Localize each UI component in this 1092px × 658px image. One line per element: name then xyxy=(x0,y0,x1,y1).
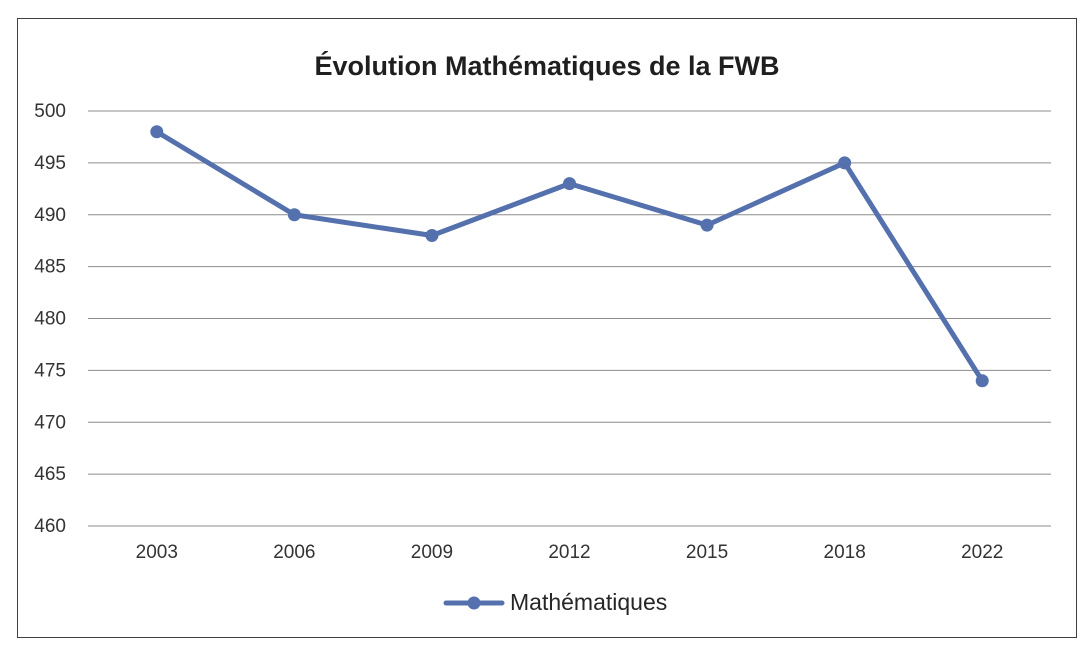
y-tick-label: 480 xyxy=(34,309,66,330)
legend: Mathématiques xyxy=(443,589,667,615)
series-line xyxy=(154,129,985,384)
data-point-2012 xyxy=(563,177,576,191)
y-tick-label: 470 xyxy=(34,412,66,433)
y-tick-label: 500 xyxy=(34,101,66,122)
y-tick-label: 490 xyxy=(34,205,66,226)
data-point-2022 xyxy=(975,374,989,388)
x-axis-tick-labels: 2003 2006 2009 2012 2015 2018 2022 xyxy=(136,542,1004,563)
x-tick-label: 2018 xyxy=(824,542,866,563)
x-tick-label: 2006 xyxy=(273,542,315,563)
x-tick-label: 2012 xyxy=(548,542,590,563)
y-tick-label: 485 xyxy=(34,257,66,278)
data-point-2009 xyxy=(425,229,439,242)
gridlines xyxy=(88,110,1051,527)
data-point-2015 xyxy=(700,218,714,232)
series-mathematiques xyxy=(150,125,989,388)
y-tick-label: 465 xyxy=(34,464,66,485)
x-tick-label: 2022 xyxy=(961,542,1003,563)
x-tick-label: 2015 xyxy=(686,542,728,563)
x-tick-label: 2003 xyxy=(136,542,178,563)
y-tick-label: 475 xyxy=(34,360,66,381)
data-point-2018 xyxy=(838,156,852,170)
y-tick-label: 460 xyxy=(34,516,66,537)
data-point-2006 xyxy=(287,208,301,222)
legend-label: Mathématiques xyxy=(510,589,667,615)
legend-marker xyxy=(467,596,481,610)
chart-frame xyxy=(17,18,1077,638)
x-tick-label: 2009 xyxy=(411,542,453,563)
y-axis-tick-labels: 460 465 470 475 480 485 490 495 500 xyxy=(34,101,66,537)
chart-title: Évolution Mathématiques de la FWB xyxy=(314,50,779,81)
y-tick-label: 495 xyxy=(34,153,66,174)
data-point-2003 xyxy=(150,125,164,139)
